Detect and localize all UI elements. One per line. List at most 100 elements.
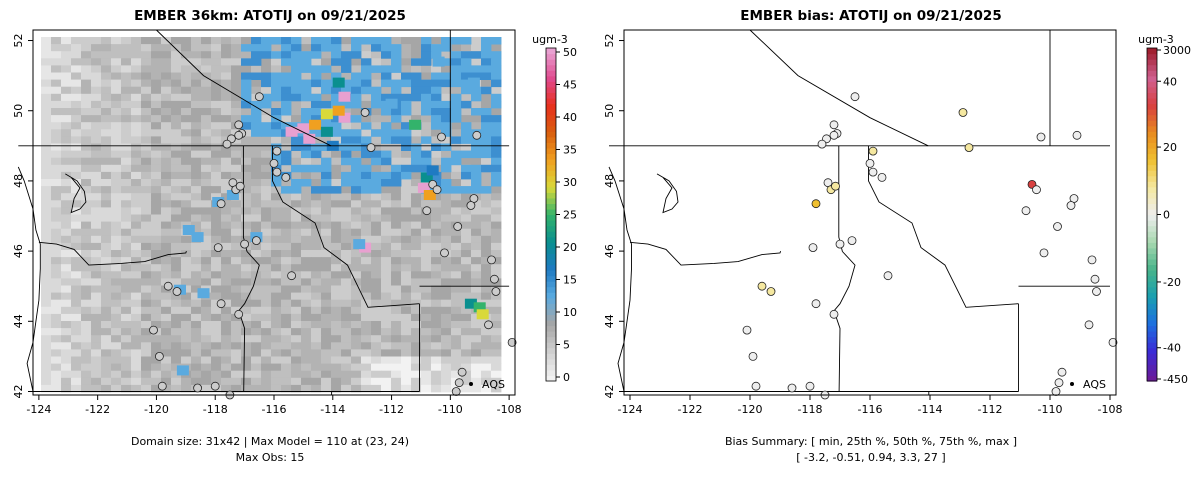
heatmap-cell [351, 115, 362, 123]
heatmap-cell [461, 313, 472, 322]
heatmap-cell [101, 321, 112, 329]
heatmap-cell [61, 313, 72, 322]
heatmap-cell [381, 79, 392, 88]
heatmap-cell [201, 278, 212, 286]
heatmap-cell [71, 221, 82, 230]
colorbar-swatch [1147, 197, 1157, 204]
heatmap-cell [421, 292, 432, 301]
heatmap-cell [141, 228, 152, 237]
heatmap-cell [421, 115, 432, 123]
heatmap-cell [201, 221, 212, 230]
heatmap-cell [211, 136, 222, 144]
heatmap-cell [491, 384, 502, 393]
heatmap-cell [101, 271, 112, 279]
heatmap-cell [461, 321, 472, 329]
heatmap-cell [81, 157, 92, 166]
heatmap-cell [261, 129, 272, 137]
heatmap-cell [381, 356, 392, 364]
heatmap-cell [471, 143, 482, 151]
heatmap-cell [151, 377, 162, 386]
heatmap-cell [151, 370, 162, 379]
heatmap-cell [441, 51, 452, 59]
heatmap-cell [171, 150, 182, 159]
heatmap-cell [41, 157, 52, 166]
heatmap-cell [431, 37, 442, 45]
heatmap-cell [321, 328, 332, 336]
heatmap-cell [461, 250, 472, 258]
heatmap-cell [191, 186, 202, 194]
heatmap-cell [201, 150, 212, 159]
heatmap-cell [61, 37, 72, 45]
heatmap-cell [251, 257, 262, 265]
heatmap-cell [431, 313, 442, 322]
heatmap-cell [221, 342, 232, 350]
heatmap-cell [171, 108, 182, 116]
station-marker [850, 92, 860, 102]
heatmap-cell [101, 129, 112, 137]
heatmap-cell [251, 306, 262, 315]
heatmap-cell [271, 370, 282, 379]
heatmap-cell [121, 193, 132, 201]
colorbar-swatch [1147, 208, 1157, 216]
heatmap-cell [461, 257, 472, 265]
heatmap-cell [181, 235, 192, 244]
x-tick-label: -110 [438, 403, 463, 416]
heatmap-cell [71, 370, 82, 379]
heatmap-cell [481, 143, 492, 151]
heatmap-cell [281, 143, 292, 151]
heatmap-cell [421, 214, 432, 222]
heatmap-cell [101, 328, 112, 336]
heatmap-cell [291, 257, 302, 265]
heatmap-cell [151, 285, 162, 293]
heatmap-cell [271, 363, 282, 372]
heatmap-cell [281, 44, 292, 52]
colorbar-swatch [1147, 353, 1157, 360]
heatmap-cell [301, 171, 312, 180]
heatmap-cell [161, 100, 172, 109]
heatmap-cell [431, 242, 442, 251]
heatmap-cell [331, 278, 342, 286]
heatmap-cell [151, 264, 162, 272]
heatmap-cell [51, 179, 62, 187]
heatmap-cell [151, 51, 162, 59]
heatmap-cell [431, 250, 442, 258]
heatmap-cell [221, 299, 232, 308]
heatmap-cell [191, 306, 202, 315]
station-marker [1039, 248, 1049, 258]
heatmap-cell [291, 370, 302, 379]
heatmap-cell [491, 299, 502, 308]
heatmap-cell [351, 193, 362, 201]
heatmap-cell [71, 250, 82, 258]
heatmap-cell [111, 115, 122, 123]
heatmap-cell [301, 377, 312, 386]
heatmap-cell [191, 321, 202, 329]
heatmap-cell [451, 179, 462, 187]
heatmap-cell [361, 186, 372, 194]
heatmap-cell [131, 44, 142, 52]
heatmap-cell [361, 37, 372, 45]
heatmap-cell [391, 264, 402, 272]
left-colorbar-unit: ugm-3 [532, 33, 568, 46]
heatmap-cell [381, 143, 392, 151]
heatmap-cell [251, 242, 262, 251]
heatmap-cell [301, 100, 312, 109]
heatmap-cell [91, 157, 102, 166]
heatmap-cell [361, 271, 372, 279]
heatmap-cell [161, 79, 172, 88]
heatmap-cell [331, 150, 342, 159]
heatmap-cell [71, 214, 82, 222]
heatmap-cell [281, 122, 292, 130]
colorbar-swatch [1147, 53, 1157, 60]
heatmap-cell [311, 86, 322, 95]
heatmap-cell [281, 214, 292, 222]
heatmap-cell [81, 299, 92, 308]
heatmap-cell [141, 58, 152, 66]
heatmap-cell [411, 257, 422, 265]
heatmap-cell [41, 264, 52, 272]
y-tick-label: 46 [12, 244, 25, 258]
heatmap-cell [471, 214, 482, 222]
right-colorbar-unit: ugm-3 [1138, 33, 1174, 46]
heatmap-cell [41, 200, 52, 208]
heatmap-cell [161, 356, 172, 364]
heatmap-cell [71, 257, 82, 265]
